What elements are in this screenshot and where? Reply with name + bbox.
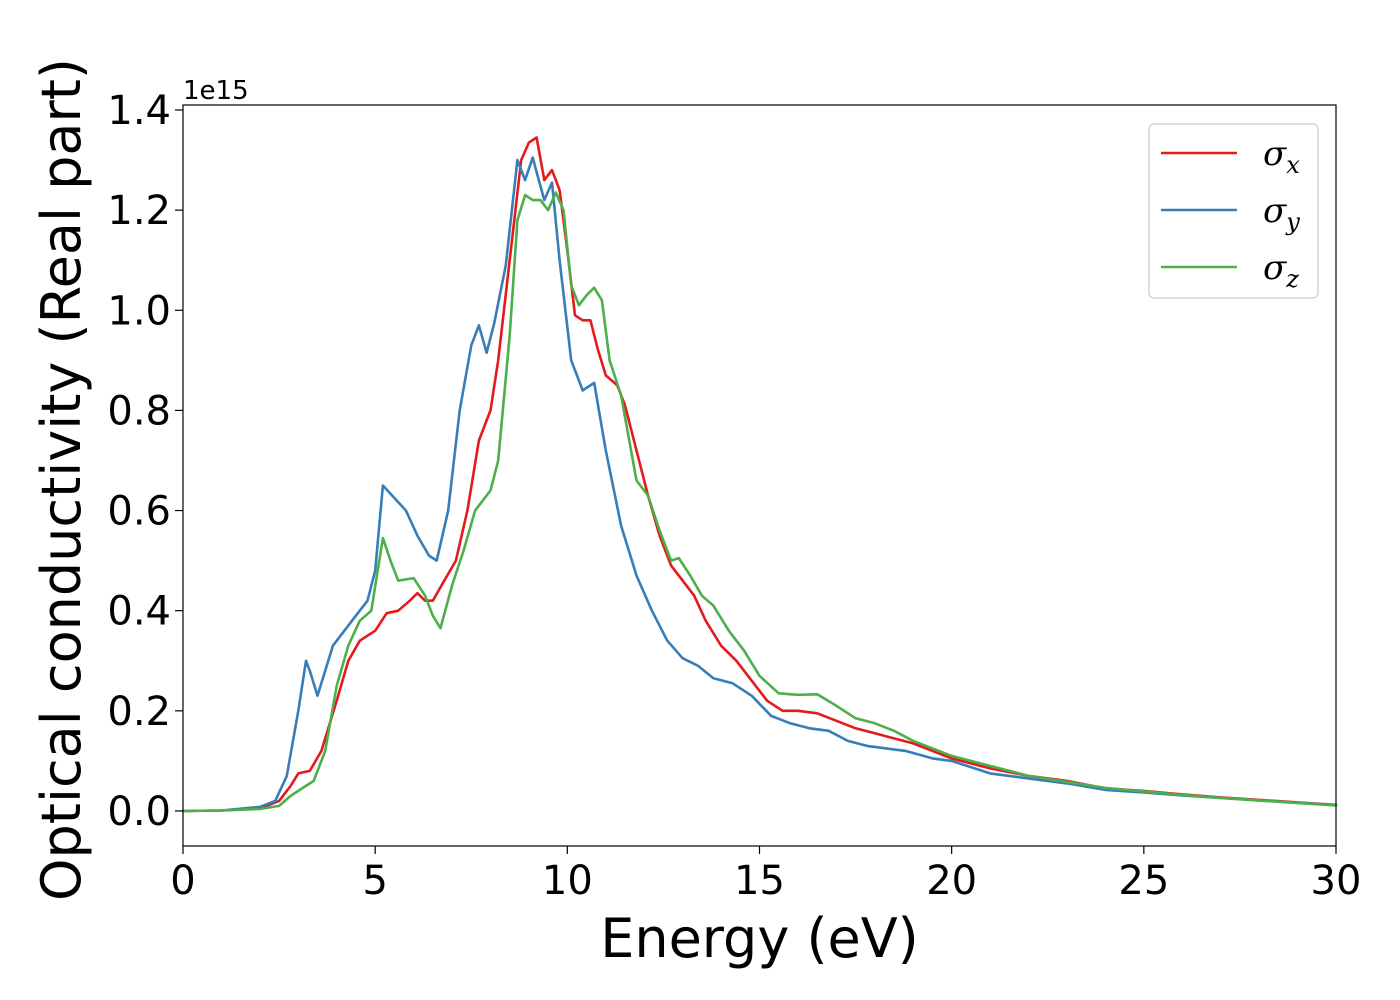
- y-tick-label: 1.0: [107, 288, 171, 334]
- y-axis-ticks: 0.0 0.2 0.4 0.6 0.8 1.0 1.2 1.4: [107, 88, 183, 835]
- legend-label-z: σz: [1263, 248, 1299, 293]
- series-line-z: [181, 191, 1338, 813]
- legend-label-y: σy: [1263, 191, 1300, 236]
- x-tick-label: 10: [542, 858, 593, 904]
- x-tick-label: 30: [1311, 858, 1362, 904]
- x-tick-label: 25: [1118, 858, 1169, 904]
- plot-lines: [181, 136, 1338, 813]
- series-line-x: [181, 136, 1338, 813]
- x-axis-title: Energy (eV): [600, 907, 919, 970]
- x-tick-label: 0: [170, 858, 195, 904]
- y-axis-offset-label: 1e15: [183, 76, 249, 106]
- x-tick-label: 5: [362, 858, 387, 904]
- y-tick-label: 0.0: [107, 789, 171, 835]
- y-tick-label: 0.6: [107, 489, 171, 535]
- y-tick-label: 1.4: [107, 88, 171, 134]
- x-tick-label: 20: [926, 858, 977, 904]
- y-tick-label: 0.2: [107, 689, 171, 735]
- y-tick-label: 0.4: [107, 589, 171, 635]
- legend-label-x: σx: [1263, 134, 1300, 179]
- x-axis-ticks: 0 5 10 15 20 25 30: [170, 846, 1361, 904]
- x-tick-label: 15: [734, 858, 785, 904]
- y-axis-title: Optical conductivity (Real part): [30, 58, 93, 901]
- series-line-y: [181, 156, 1338, 813]
- legend: σx σy σz: [1148, 123, 1319, 299]
- y-tick-label: 1.2: [107, 188, 171, 234]
- y-tick-label: 0.8: [107, 388, 171, 434]
